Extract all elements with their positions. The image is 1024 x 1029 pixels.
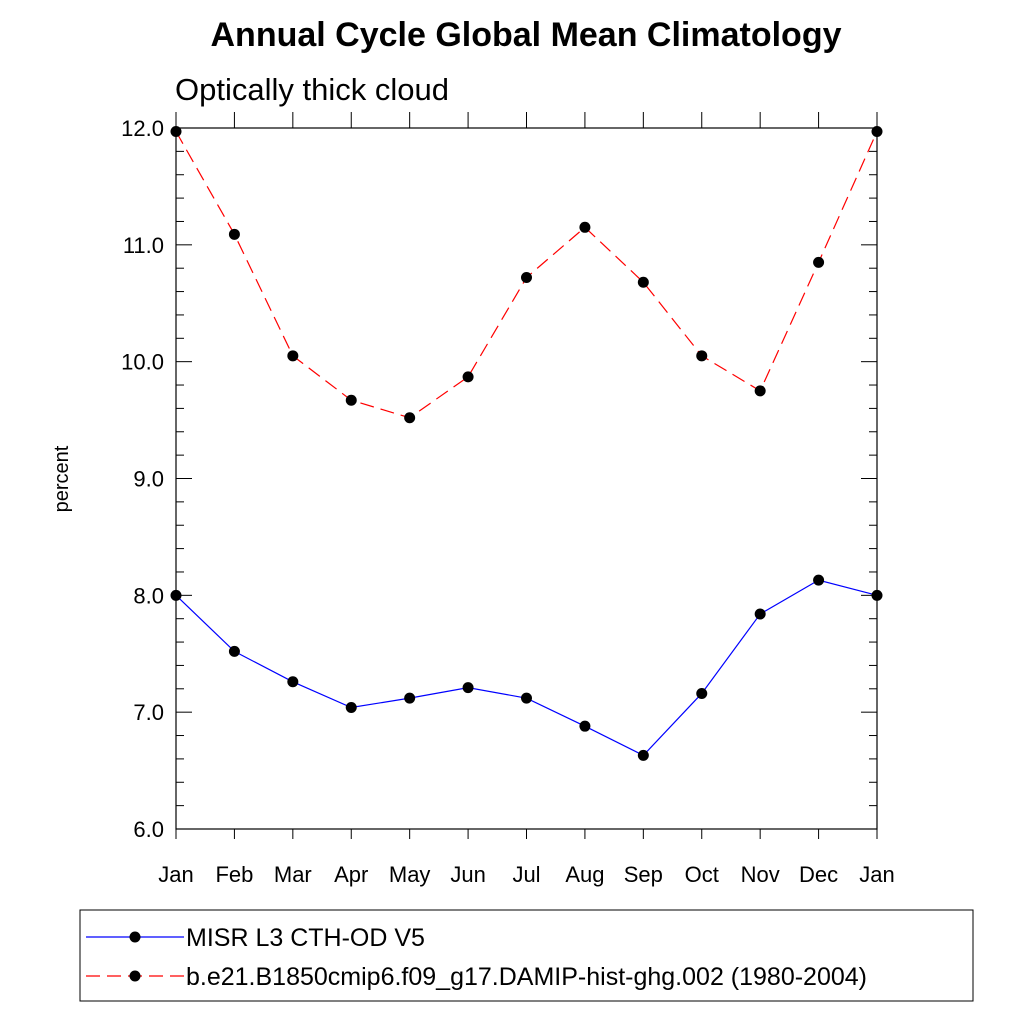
x-tick-label: Mar [274, 862, 312, 887]
y-tick-label: 12.0 [121, 116, 164, 141]
data-point [345, 394, 357, 406]
y-tick-label: 6.0 [133, 817, 164, 842]
legend-label: b.e21.B1850cmip6.f09_g17.DAMIP-hist-ghg.… [186, 963, 867, 991]
x-tick-label: Oct [685, 862, 719, 887]
y-tick-label: 9.0 [133, 467, 164, 492]
legend-label: MISR L3 CTH-OD V5 [186, 924, 425, 952]
data-point [637, 276, 649, 288]
data-point [871, 126, 883, 138]
x-tick-label: Nov [741, 862, 780, 887]
series-1 [170, 574, 883, 761]
legend-marker [129, 970, 141, 982]
y-axis-label: percent [51, 445, 73, 512]
chart-subtitle: Optically thick cloud [175, 72, 449, 107]
series-line [175, 579, 878, 757]
data-point [287, 676, 299, 688]
x-tick-label: Jul [512, 862, 540, 887]
data-point [579, 221, 591, 233]
data-point [754, 385, 766, 397]
series-2 [170, 126, 883, 424]
y-tick-label: 10.0 [121, 350, 164, 375]
y-tick-label: 8.0 [133, 583, 164, 608]
x-tick-label: Apr [334, 862, 368, 887]
x-tick-label: May [389, 862, 431, 887]
data-point [228, 645, 240, 657]
legend-marker [129, 931, 141, 943]
x-tick-label: Aug [565, 862, 604, 887]
legend-box [79, 909, 974, 1002]
x-tick-label: Sep [624, 862, 663, 887]
data-point [170, 126, 182, 138]
data-point [754, 608, 766, 620]
data-point [521, 692, 532, 704]
chart-title: Annual Cycle Global Mean Climatology [211, 16, 842, 54]
data-point [579, 720, 591, 732]
data-point [404, 692, 416, 704]
x-tick-label: Jun [450, 862, 485, 887]
data-point [871, 589, 883, 601]
y-tick-label: 11.0 [123, 233, 164, 258]
series-layer [170, 126, 883, 761]
data-point [404, 412, 416, 424]
legend: MISR L3 CTH-OD V5 b.e21.B1850cmip6.f09_g1… [79, 909, 974, 1002]
y-tick-label: 7.0 [133, 700, 164, 725]
data-point [345, 701, 357, 713]
data-point [462, 371, 474, 383]
axes: 6.0 7.0 8.0 9.0 10.0 11.0 12.0 Jan Feb Mar Apr May J… [121, 112, 895, 887]
data-point [228, 228, 240, 240]
data-point [813, 256, 825, 268]
data-point [170, 589, 182, 601]
plot-frame [175, 127, 878, 830]
data-point [813, 574, 825, 586]
x-tick-label: Dec [799, 862, 838, 887]
data-point [637, 749, 649, 761]
x-tick-label: Feb [215, 862, 253, 887]
x-tick-label: Jan [859, 862, 894, 887]
data-point [696, 687, 708, 699]
x-tick-label: Jan [158, 862, 193, 887]
data-point [521, 272, 532, 284]
data-point [462, 682, 474, 694]
data-point [696, 350, 708, 362]
data-point [287, 350, 299, 362]
